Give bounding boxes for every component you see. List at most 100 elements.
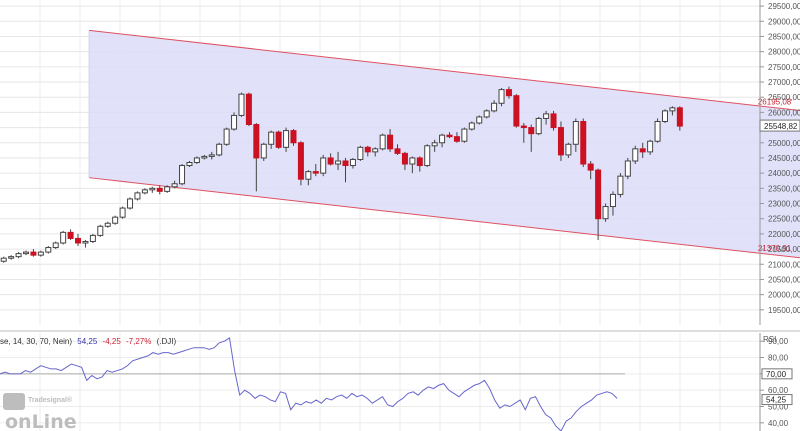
rsi-70-box [761,368,793,380]
candlestick [37,250,44,257]
candlestick [513,94,520,128]
candlestick [520,123,527,143]
price-tick-label: 29000,00 [768,17,800,26]
candlestick [208,151,215,160]
candlestick [416,156,423,172]
candle-body-up [119,207,126,218]
candle-body-down [327,157,334,165]
rsi-grid [0,333,760,431]
candlestick [171,180,178,189]
price-tick-label: 26000,00 [768,108,800,117]
candlestick [609,191,616,216]
price-tick-label: 27000,00 [768,78,800,87]
candlestick [565,142,572,158]
candlestick [216,142,223,157]
candlestick [654,118,661,143]
price-tick-label: 29500,00 [768,2,800,11]
candle-body-up [208,154,215,157]
candlestick [394,144,401,155]
candlestick [297,141,304,186]
candle-body-down [416,157,423,167]
candle-body-up [335,160,342,165]
candlestick [134,191,141,201]
rsi-tick-label: 80,00 [768,354,789,363]
rsi-legend-symbol: (.DJI) [157,337,177,346]
candlestick [409,156,416,174]
channel-lower-line [89,177,800,259]
candle-body-down [297,142,304,180]
candlestick [587,160,594,180]
candlestick [550,110,557,131]
candle-body-down [528,127,535,135]
candlestick [349,157,356,169]
price-tick-label: 28000,00 [768,48,800,57]
trend-channel-area [89,30,800,258]
candlestick [112,215,119,225]
candle-body-up [201,155,208,159]
candlestick [104,221,111,228]
candle-body-up [357,146,364,160]
candle-body-up [60,231,67,244]
candle-body-up [164,186,171,192]
candlestick [632,145,639,165]
candle-body-down [595,169,602,220]
candlestick [624,157,631,180]
candle-body-up [654,120,661,142]
candlestick [127,197,134,210]
candle-body-up [535,117,542,135]
candle-body-down [75,237,82,244]
candlestick [446,132,453,139]
rsi-tick-label: 90,00 [768,337,789,346]
candlestick [364,145,371,157]
logo-small-text: Tradesignal® [28,396,73,404]
candlestick [223,127,230,146]
rsi-line [0,337,618,431]
candlestick [23,250,30,256]
candle-body-down [401,152,408,165]
candlestick [290,129,297,146]
candle-body-down [342,160,349,167]
candlestick [498,88,505,107]
rsi-tick-label: 50,00 [768,403,789,412]
candlestick [335,151,342,171]
rsi-70-label: 70,00 [766,370,787,379]
candlestick [431,139,438,152]
candlestick [372,147,379,157]
logo-main-text: onLine [5,411,77,431]
candle-body-up [424,145,431,167]
channel-upper-line [89,29,800,111]
candle-body-down [446,134,453,138]
candlestick [193,156,200,165]
candle-body-up [320,157,327,174]
candle-body-down [30,251,37,256]
rsi-legend-change: -4,25 [103,337,122,346]
candle-body-down [387,134,394,150]
candlestick [617,173,624,198]
price-tick-label: 22500,00 [768,215,800,224]
candlestick [320,154,327,177]
candlestick [119,206,126,219]
candle-body-up [543,113,550,119]
price-tick-label: 19500,00 [768,306,800,315]
candle-body-up [216,143,223,156]
candle-body-up [283,130,290,148]
candle-body-up [372,148,379,153]
rsi-last-label: 54,25 [766,396,787,405]
candle-body-up [171,183,178,188]
candle-body-up [669,107,676,112]
candlestick [260,142,267,161]
price-tick-label: 24000,00 [768,169,800,178]
candle-body-up [231,114,238,130]
candlestick [639,142,646,158]
candlestick [424,144,431,168]
candle-body-down [550,113,557,129]
rsi-legend-value: 54,25 [77,337,98,346]
candlestick [491,100,498,113]
candle-body-down [520,125,527,129]
candle-body-down [639,148,646,153]
price-tick-label: 24500,00 [768,154,800,163]
candlestick [268,130,275,149]
candle-body-down [290,130,297,144]
candlestick [275,130,282,149]
candle-body-down [557,127,564,156]
